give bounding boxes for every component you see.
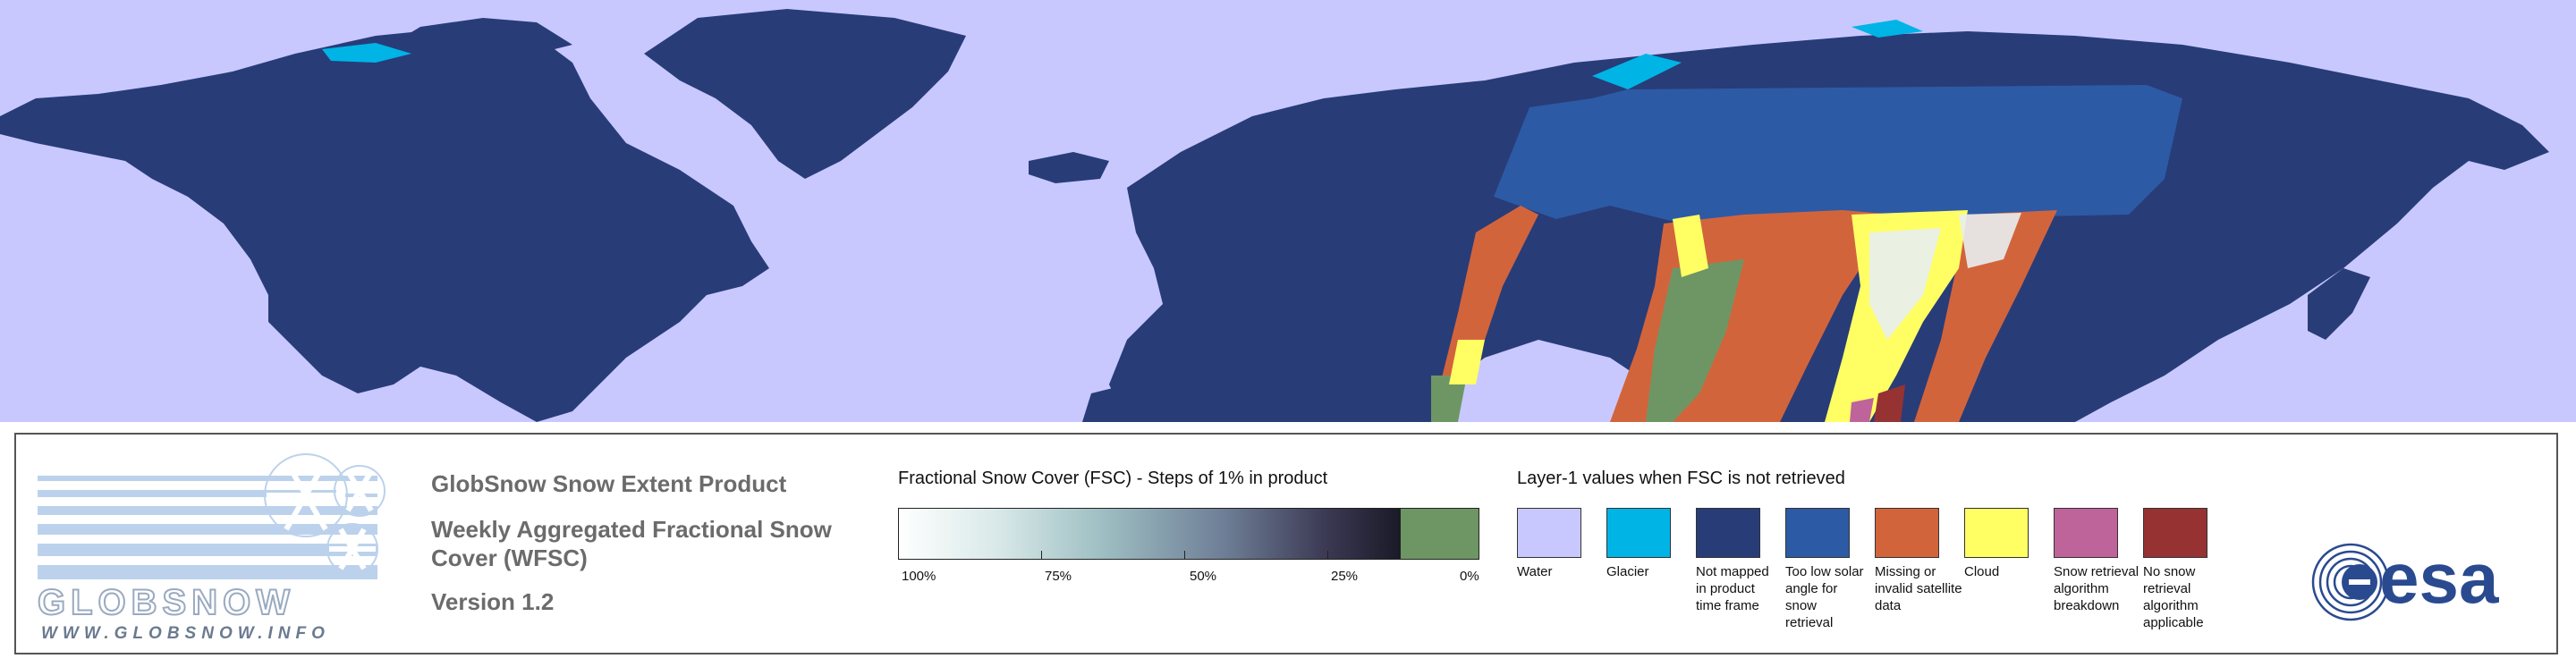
colorbar-title: Fractional Snow Cover (FSC) - Steps of 1… (898, 469, 1328, 488)
product-title: GlobSnow Snow Extent Product (431, 470, 787, 497)
legend-label-not-mapped: Not mapped in product time frame (1696, 564, 1769, 613)
legend-label-algorithm-breakdown: Snow retrieval algorithm breakdown (2054, 564, 2140, 613)
glacier-patch (1852, 20, 1923, 38)
landmass-canadian-arctic (376, 18, 572, 54)
glacier-patch (1592, 54, 1682, 89)
product-version: Version 1.2 (431, 588, 555, 615)
globsnow-logo: GLOBSNOW WWW.GLOBSNOW.INFO (37, 451, 395, 643)
landmass-africa (1082, 376, 1413, 422)
colorbar-tick-label: 25% (1331, 569, 1359, 584)
colorbar-tick-label: 0% (1460, 569, 1479, 584)
esa-logo: esa (2306, 538, 2547, 622)
area-snow-free (1646, 259, 1744, 422)
landmass-japan (2308, 268, 2370, 340)
globsnow-wordmark: GLOBSNOW (37, 583, 295, 622)
landmass-iceland (1029, 152, 1109, 183)
layer1-title: Layer-1 values when FSC is not retrieved (1517, 469, 1845, 488)
snowflake-icon (267, 460, 383, 570)
legend-swatch-cloud (1964, 508, 2029, 558)
legend-swatch-water (1517, 508, 1581, 558)
colorbar-tick-label: 75% (1045, 569, 1072, 584)
area-no-algorithm (1874, 384, 1905, 422)
landmass-greenland (644, 9, 966, 179)
product-subtitle: Weekly Aggregated Fractional Snow Cover … (431, 516, 832, 571)
legend-label-low-solar-angle: Too low solar angle for snow retrieval (1785, 564, 1864, 630)
legend-label-missing-data: Missing or invalid satellite data (1875, 564, 1962, 613)
area-fractional-snow (1869, 228, 1941, 340)
legend-label-no-algorithm: No snow retrieval algorithm applicable (2143, 564, 2204, 630)
legend-label-water: Water (1517, 564, 1553, 579)
esa-emblem-icon (2311, 543, 2390, 621)
fsc-colorbar (898, 508, 1401, 560)
area-cloud (1673, 215, 1708, 277)
legend-swatch-algorithm-breakdown (2054, 508, 2118, 558)
legend-swatch-missing-data (1875, 508, 1939, 558)
legend-swatch-glacier (1606, 508, 1671, 558)
globsnow-url: WWW.GLOBSNOW.INFO (41, 624, 330, 643)
area-snow-free (1431, 376, 1467, 422)
area-cloud (1449, 340, 1485, 384)
colorbar-tick-label: 100% (902, 569, 936, 584)
landmass-north-america (0, 27, 769, 422)
legend-label-cloud: Cloud (1964, 564, 2000, 579)
area-fractional-snow (1959, 213, 2021, 268)
swath-missing-data (1914, 210, 2057, 422)
esa-wordmark: esa (2379, 538, 2499, 618)
legend-label-glacier: Glacier (1606, 564, 1649, 579)
legend-swatch-not-mapped (1696, 508, 1760, 558)
snow-cover-map (0, 0, 2576, 422)
snow-free-swatch (1401, 508, 1479, 560)
legend-panel: GLOBSNOW WWW.GLOBSNOW.INFO GlobSnow Snow… (14, 433, 2558, 654)
legend-swatch-no-algorithm (2143, 508, 2207, 558)
area-algorithm-breakdown (1850, 398, 1874, 422)
legend-swatch-low-solar-angle (1785, 508, 1850, 558)
swath-low-solar-angle (1494, 85, 2182, 224)
colorbar-tick-label: 50% (1190, 569, 1217, 584)
colorbar-ticks (898, 551, 1479, 569)
glacier-patch (322, 43, 411, 63)
globsnow-stripes-graphic (38, 453, 386, 579)
